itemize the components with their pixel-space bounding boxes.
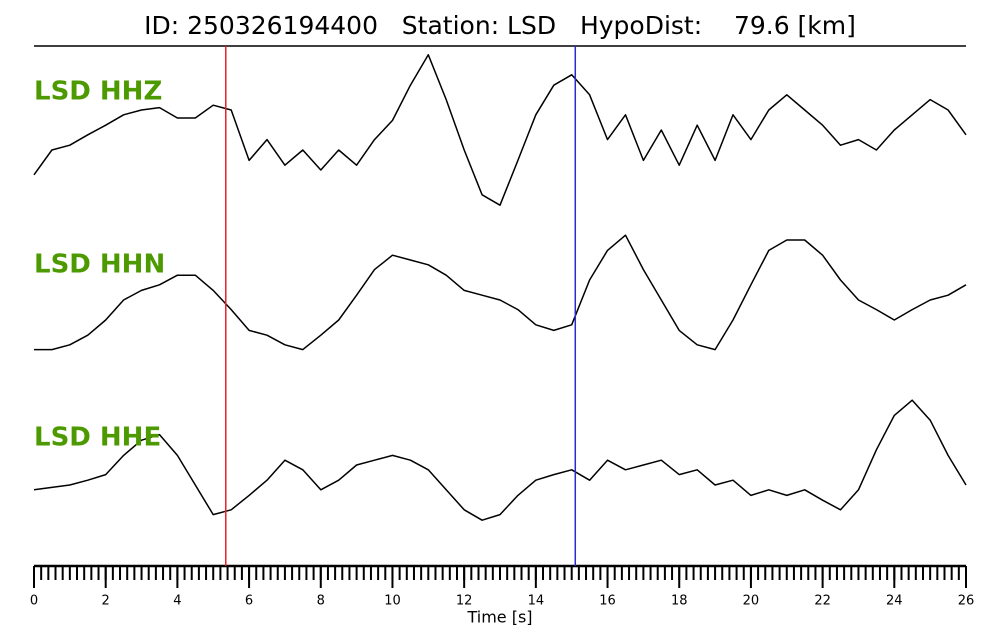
x-tick-label: 18: [671, 594, 688, 609]
trace-label: LSD HHE: [34, 423, 161, 453]
x-tick-label: 16: [599, 594, 616, 609]
x-tick-label: 22: [814, 594, 831, 609]
chart-title: ID: 250326194400 Station: LSD HypoDist: …: [144, 11, 856, 40]
x-tick-label: 4: [173, 594, 181, 609]
x-tick-label: 2: [102, 594, 110, 609]
x-tick-label: 8: [317, 594, 325, 609]
trace: [34, 234, 967, 351]
x-tick-label: 14: [528, 594, 545, 609]
trace-label: LSD HHZ: [34, 77, 162, 107]
x-tick-label: 0: [30, 594, 38, 609]
x-tick-label: 20: [743, 594, 760, 609]
x-tick-label: 10: [384, 594, 401, 609]
x-axis-label: Time [s]: [466, 608, 532, 627]
trace-label: LSD HHN: [34, 250, 165, 280]
x-tick-label: 6: [245, 594, 253, 609]
x-tick-label: 24: [886, 594, 903, 609]
x-tick-label: 12: [456, 594, 473, 609]
trace: [33, 399, 967, 521]
trace: [33, 54, 967, 206]
x-tick-label: 26: [958, 594, 975, 609]
